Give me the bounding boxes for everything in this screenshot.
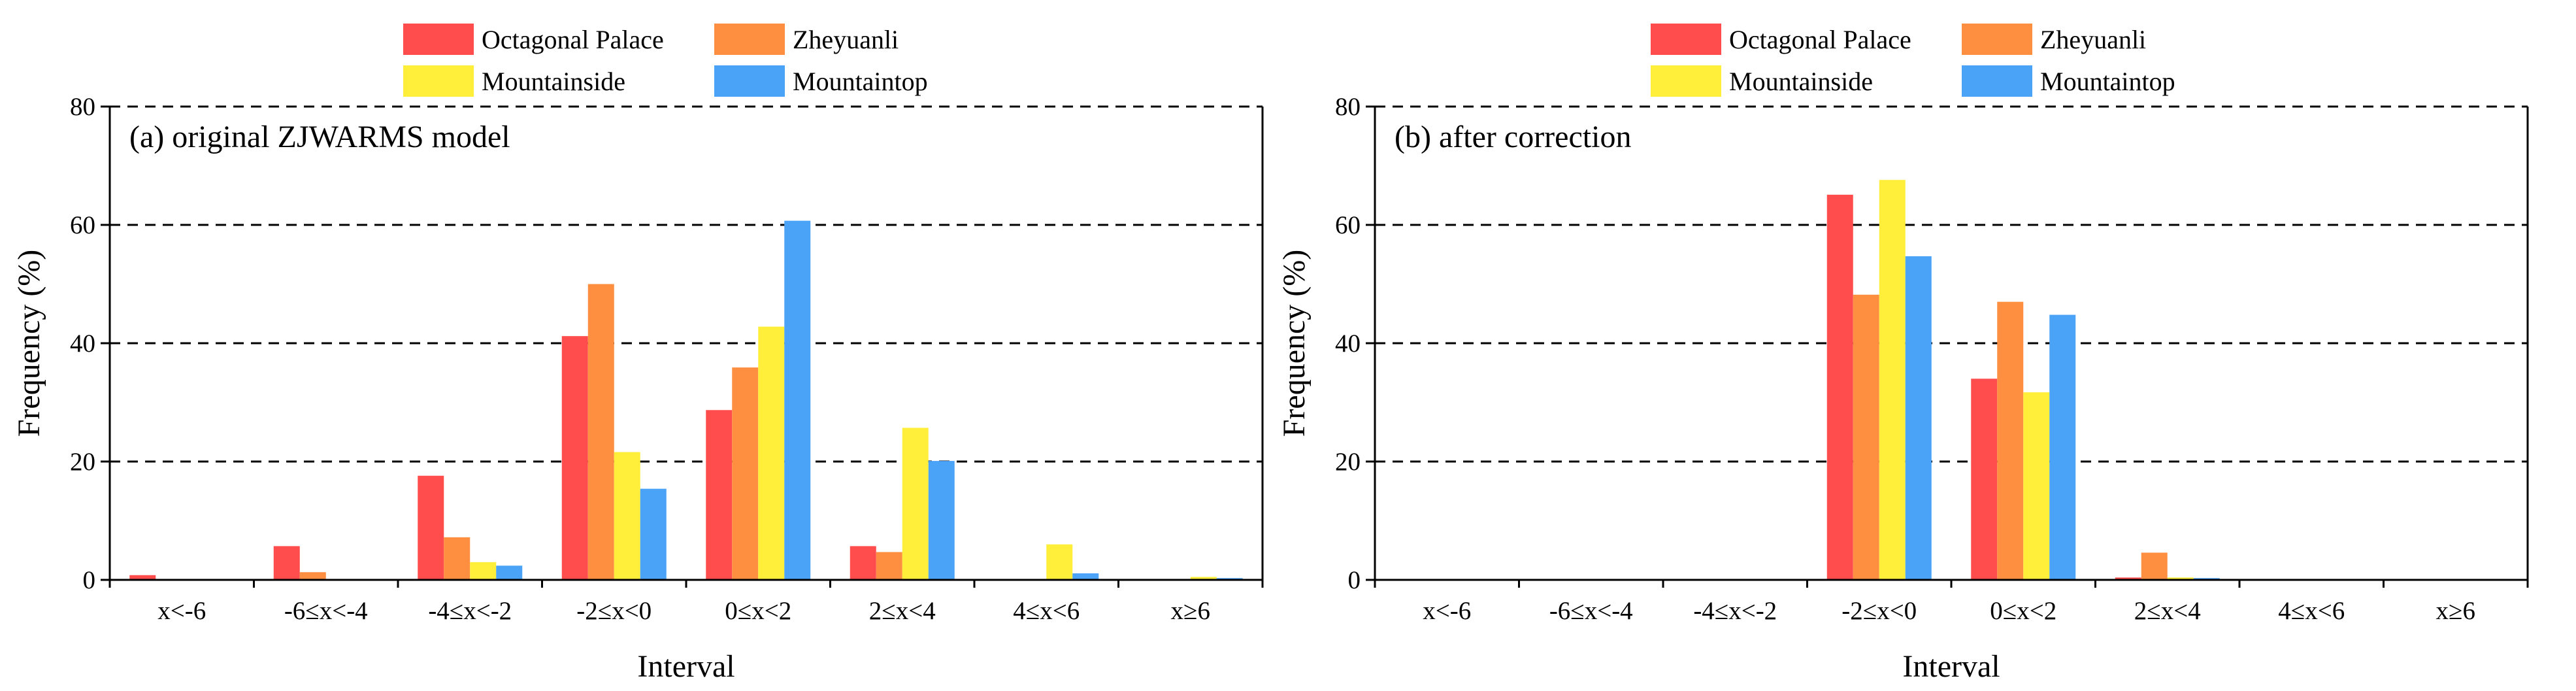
bar xyxy=(1971,379,1998,580)
legend-item: Zheyuanli xyxy=(714,24,899,55)
bar xyxy=(928,461,955,580)
legend-item: Mountaintop xyxy=(714,65,928,97)
legend-label: Octagonal Palace xyxy=(482,25,664,54)
legend-item: Octagonal Palace xyxy=(403,24,664,55)
panel-a: 0 20 40 60 80 x<-6 -6≤x<-4 -4≤x<-2 -2≤x<0 0≤x<2 2≤… xyxy=(12,24,1264,684)
legend-label: Zheyuanli xyxy=(793,25,899,54)
bar xyxy=(706,410,733,580)
legend-label: Mountainside xyxy=(1729,67,1873,96)
bar xyxy=(1879,180,1906,581)
legend-swatch xyxy=(714,24,785,55)
bar xyxy=(876,552,902,580)
y-axis-title: Frequency (%) xyxy=(12,250,46,437)
y-tick-label: 40 xyxy=(70,329,95,358)
bar xyxy=(784,220,811,580)
bar xyxy=(129,575,156,580)
x-tick-label: -4≤x<-2 xyxy=(1693,597,1777,625)
y-tick-label: 80 xyxy=(70,93,95,121)
legend-item: Mountaintop xyxy=(1962,65,2175,97)
bar xyxy=(2167,577,2194,580)
bar xyxy=(470,562,497,580)
x-tick-label: x<-6 xyxy=(157,597,206,625)
legend-swatch xyxy=(1651,24,1721,55)
x-tick-label: 0≤x<2 xyxy=(725,597,791,625)
panel-b: 0 20 40 60 80 x<-6 -6≤x<-4 -4≤x<-2 -2≤x<0 0≤x<2 2≤… xyxy=(1277,24,2529,684)
legend-item: Octagonal Palace xyxy=(1651,24,1911,55)
x-tick-label: x≥6 xyxy=(2436,597,2475,625)
bar xyxy=(614,452,640,580)
legend-label: Mountaintop xyxy=(793,67,928,96)
x-tick-label: x<-6 xyxy=(1423,597,1471,625)
bar xyxy=(1072,573,1099,580)
bar xyxy=(561,336,588,580)
x-tick-label: -4≤x<-2 xyxy=(428,597,512,625)
x-tick-label: x≥6 xyxy=(1171,597,1210,625)
x-tick-label: -2≤x<0 xyxy=(576,597,652,625)
bar xyxy=(758,326,785,580)
bar xyxy=(444,537,471,580)
bar xyxy=(1046,544,1073,580)
legend-swatch xyxy=(403,24,474,55)
bar xyxy=(640,488,667,580)
y-tick-label: 20 xyxy=(1335,448,1361,476)
legend-swatch xyxy=(1651,65,1721,97)
bar xyxy=(2115,577,2141,580)
x-tick-label: 4≤x<6 xyxy=(2278,597,2345,625)
legend-item: Mountainside xyxy=(1651,65,1873,97)
x-tick-label: 0≤x<2 xyxy=(1990,597,2056,625)
y-tick-label: 60 xyxy=(1335,211,1361,239)
legend-item: Zheyuanli xyxy=(1962,24,2146,55)
y-tick-label: 20 xyxy=(70,448,95,476)
bar xyxy=(299,572,326,580)
panel-title: (b) after correction xyxy=(1395,120,1631,154)
legend-swatch xyxy=(1962,65,2032,97)
legend-label: Mountainside xyxy=(482,67,625,96)
legend-label: Octagonal Palace xyxy=(1729,25,1911,54)
x-tick-label: -6≤x<-4 xyxy=(1549,597,1633,625)
bar xyxy=(1997,301,2024,580)
y-axis-title: Frequency (%) xyxy=(1277,250,1312,437)
bar xyxy=(1826,194,1853,581)
bar xyxy=(418,475,444,580)
x-axis-title: Interval xyxy=(1902,649,2000,684)
bar xyxy=(587,284,614,580)
legend-swatch xyxy=(403,65,474,97)
x-tick-label: 4≤x<6 xyxy=(1013,597,1080,625)
bar xyxy=(2023,392,2050,580)
bar xyxy=(1905,256,1932,580)
legend-label: Zheyuanli xyxy=(2040,25,2146,54)
bar xyxy=(496,565,523,580)
x-tick-label: 2≤x<4 xyxy=(869,597,936,625)
x-tick-label: -6≤x<-4 xyxy=(284,597,368,625)
bar xyxy=(273,546,300,580)
bar xyxy=(1190,577,1217,580)
legend-swatch xyxy=(1962,24,2032,55)
y-tick-label: 40 xyxy=(1335,329,1361,358)
y-tick-label: 0 xyxy=(83,566,96,594)
bar xyxy=(2141,552,2168,580)
bar xyxy=(902,428,929,580)
legend-item: Mountainside xyxy=(403,65,625,97)
panel-title: (a) original ZJWARMS model xyxy=(129,120,510,154)
x-tick-label: -2≤x<0 xyxy=(1841,597,1917,625)
y-tick-label: 0 xyxy=(1348,566,1361,594)
y-tick-label: 60 xyxy=(70,211,95,239)
bar xyxy=(850,546,876,580)
bar xyxy=(2049,314,2076,580)
legend-swatch xyxy=(714,65,785,97)
bar xyxy=(1853,294,1879,580)
y-tick-label: 80 xyxy=(1335,93,1361,121)
legend-label: Mountaintop xyxy=(2040,67,2175,96)
x-tick-label: 2≤x<4 xyxy=(2134,597,2201,625)
x-axis-title: Interval xyxy=(637,649,735,684)
bar xyxy=(732,367,759,580)
